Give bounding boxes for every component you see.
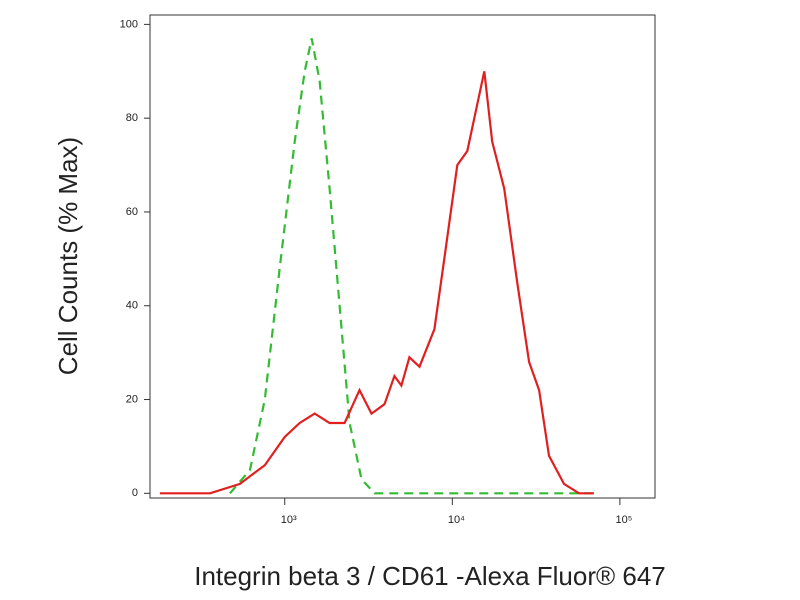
y-axis-title: Cell Counts (% Max) [53, 137, 83, 375]
plot-frame [149, 14, 656, 499]
x-axis-title: Integrin beta 3 / CD61 -Alexa Fluor® 647 [194, 561, 666, 591]
y-tick-label: 60 [126, 206, 138, 218]
y-tick-label: 0 [132, 487, 138, 499]
y-tick-label: 80 [126, 112, 138, 124]
x-tick-label: 10⁵ [615, 514, 632, 526]
y-tick-label: 40 [126, 300, 138, 312]
histogram-line [159, 71, 594, 495]
x-tick-label: 10³ [281, 514, 297, 526]
y-tick-label: 20 [126, 393, 138, 405]
y-tick-label: 100 [120, 18, 138, 30]
histogram-line [229, 38, 594, 495]
x-tick-label: 10⁴ [448, 514, 465, 526]
